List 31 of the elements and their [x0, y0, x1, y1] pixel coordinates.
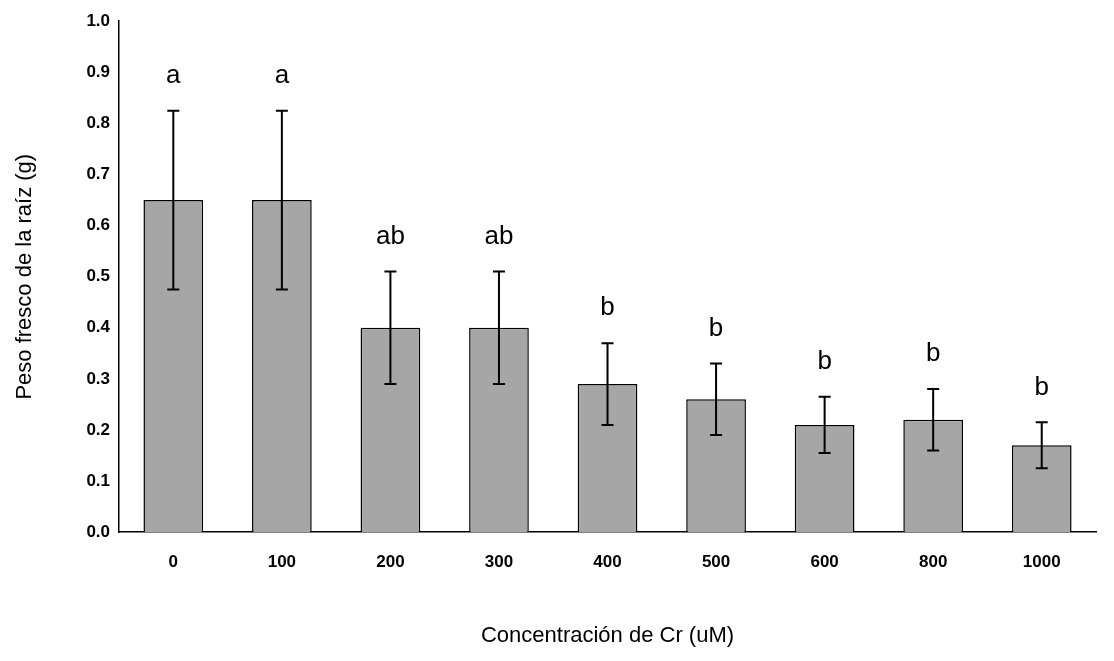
y-tick-label: 0.5: [86, 266, 111, 286]
y-tick-label: 0.1: [86, 470, 111, 490]
x-tick-label: 800: [918, 552, 948, 572]
annotation: b: [708, 311, 724, 342]
y-axis-title: Peso fresco de la raíz (g): [11, 153, 37, 400]
y-tick-label: 1.0: [86, 10, 111, 30]
x-tick-label: 200: [376, 552, 405, 572]
y-tick-label: 0.0: [86, 521, 111, 541]
annotation: b: [817, 344, 832, 375]
y-tick-label: 0.6: [86, 215, 111, 235]
y-tick-label: 0.8: [86, 113, 111, 133]
annotation: ab: [375, 219, 405, 250]
x-axis-title: Concentración de Cr (uM): [480, 621, 735, 647]
annotation: a: [166, 58, 182, 89]
annotation: a: [274, 58, 290, 89]
x-tick-label: 400: [593, 552, 622, 572]
x-tick-label: 600: [810, 552, 839, 572]
annotation: b: [1034, 370, 1049, 401]
x-tick-label: 500: [701, 552, 731, 572]
annotation: b: [925, 337, 941, 368]
x-tick-label: 100: [267, 552, 297, 572]
y-tick-label: 0.7: [86, 164, 111, 184]
x-tick-label: 0: [168, 552, 179, 572]
y-tick-label: 0.9: [86, 61, 111, 81]
y-tick-label: 0.2: [86, 419, 111, 439]
annotation: ab: [484, 219, 514, 250]
x-tick-label: 300: [484, 552, 514, 572]
y-tick-label: 0.3: [86, 368, 111, 388]
y-tick-label: 0.4: [86, 317, 111, 337]
annotation: b: [600, 291, 615, 322]
x-tick-label: 1000: [1022, 552, 1061, 572]
